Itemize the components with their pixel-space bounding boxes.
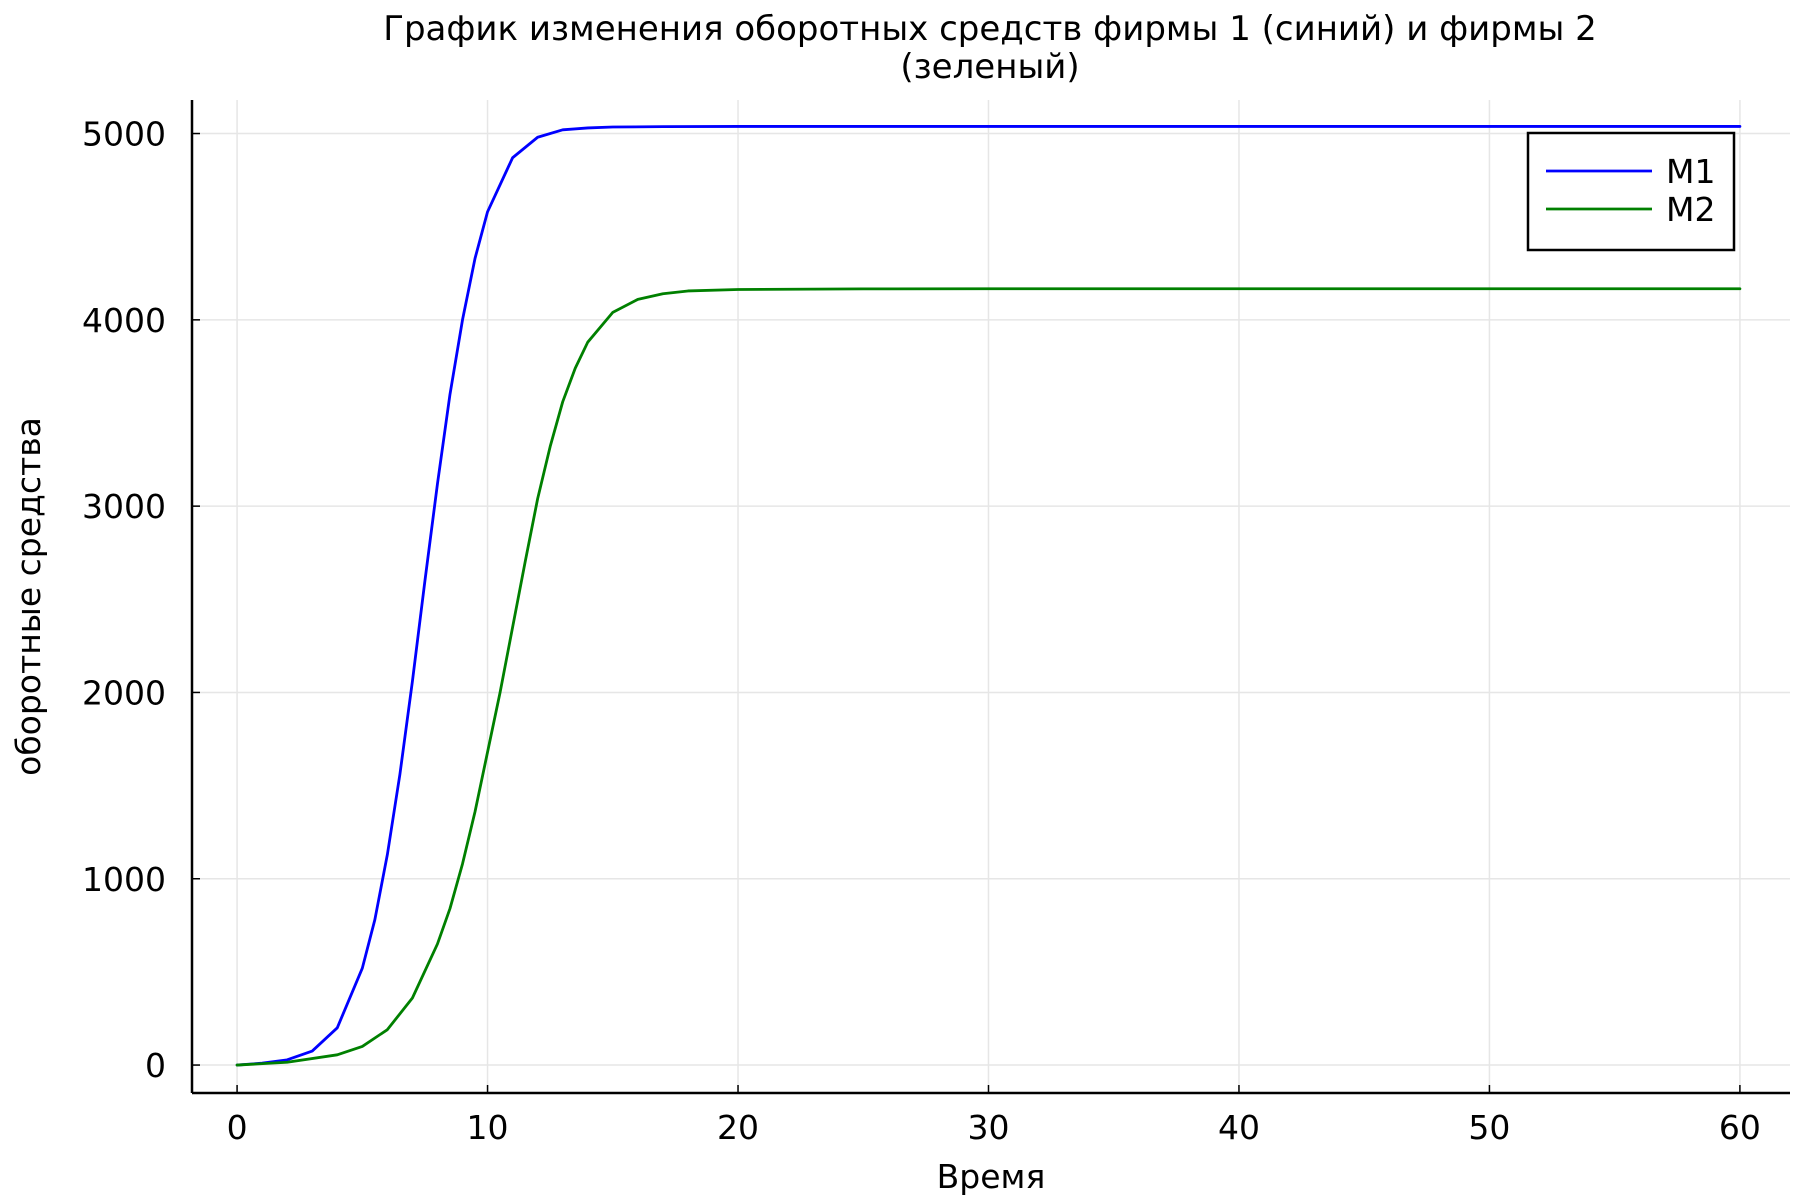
series-line-m1 (235, 125, 1742, 1067)
x-tick-label: 0 (227, 1108, 248, 1147)
y-tick-label: 2000 (82, 673, 166, 712)
y-axis-ticks: 0 1000 2000 3000 4000 5000 (82, 115, 200, 1085)
legend-label-m2: M2 (1666, 190, 1715, 229)
chart-title: График изменения оборотных средств фирмы… (383, 9, 1597, 87)
series-line-m2 (235, 287, 1742, 1067)
x-tick-label: 30 (967, 1108, 1009, 1147)
legend-label-m1: M1 (1666, 152, 1715, 191)
axes (190, 100, 1790, 1095)
x-tick-label: 50 (1468, 1108, 1510, 1147)
y-tick-label: 5000 (82, 115, 166, 154)
chart-title-line: (зеленый) (900, 47, 1079, 87)
y-tick-label: 4000 (82, 301, 166, 340)
x-tick-label: 40 (1218, 1108, 1260, 1147)
x-axis-label: Время (937, 1157, 1046, 1196)
x-axis-ticks: 0 10 20 30 40 50 60 (227, 1085, 1761, 1147)
y-tick-label: 0 (145, 1046, 166, 1085)
y-tick-label: 3000 (82, 487, 166, 526)
grid-lines (192, 100, 1790, 1093)
chart-title-line: График изменения оборотных средств фирмы… (383, 9, 1597, 49)
x-tick-label: 10 (467, 1108, 509, 1147)
x-tick-label: 60 (1719, 1108, 1761, 1147)
y-tick-label: 1000 (82, 860, 166, 899)
legend-box (1526, 131, 1736, 252)
series-lines (235, 125, 1742, 1067)
x-tick-label: 20 (717, 1108, 759, 1147)
y-axis-label: оборотные средства (9, 417, 48, 776)
